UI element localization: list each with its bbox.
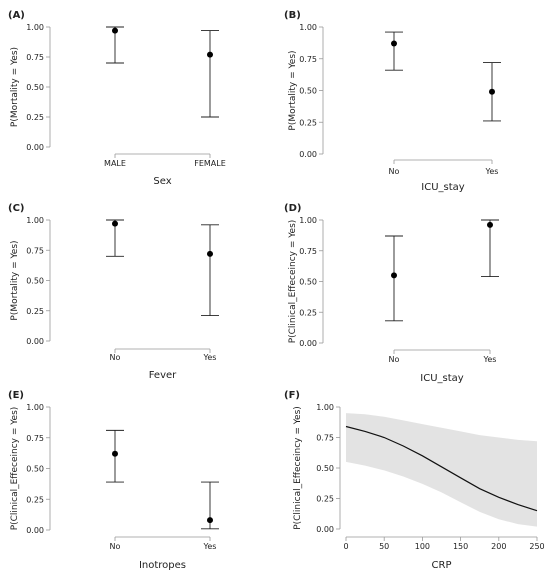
y-tick-label: 0.00 <box>316 525 334 534</box>
data-point <box>391 40 397 47</box>
panel-letter: (D) <box>284 203 301 214</box>
y-tick-label: 0.00 <box>26 337 44 346</box>
y-tick-label: 1.00 <box>26 403 44 412</box>
data-point <box>207 250 213 257</box>
panel-letter: (B) <box>284 10 301 21</box>
x-tick-label: 250 <box>529 542 544 551</box>
y-tick-label: 0.25 <box>26 113 44 122</box>
y-tick-label: 1.00 <box>299 23 317 32</box>
data-point <box>487 221 493 228</box>
y-tick-label: 0.50 <box>316 464 334 473</box>
panel-letter: (A) <box>8 10 25 21</box>
data-point <box>207 517 213 524</box>
fitted-curve <box>345 425 538 512</box>
y-tick-label: 0.75 <box>26 246 44 255</box>
y-tick-label: 0.75 <box>26 434 44 443</box>
y-tick-label: 0.50 <box>26 277 44 286</box>
x-axis-label: ICU_stay <box>421 182 465 193</box>
panel-c: (C) 0.00 0.25 0.50 0.75 1.00 P(Mortality = Yes… <box>8 203 219 381</box>
panel-letter: (C) <box>8 203 24 214</box>
x-axis-label: Fever <box>149 370 177 381</box>
y-tick-label: 1.00 <box>299 216 317 225</box>
x-axis-label: CRP <box>432 560 452 571</box>
y-tick-label: 0.75 <box>26 53 44 62</box>
x-tick-label: Yes <box>203 542 217 551</box>
y-tick-label: 0.75 <box>316 434 334 443</box>
x-tick-label: No <box>389 355 400 364</box>
x-tick-label: 150 <box>453 542 468 551</box>
panel-b: (B) 0.00 0.25 0.50 0.75 1.00 P(Mortality = Yes… <box>284 10 501 193</box>
x-tick-label: 200 <box>491 542 506 551</box>
panel-a: (A) 0.00 0.25 0.50 0.75 1.00 P(Mortality = Yes… <box>8 10 226 187</box>
x-tick-label: No <box>389 167 400 176</box>
y-tick-label: 0.75 <box>299 247 317 256</box>
x-tick-label: No <box>110 542 121 551</box>
data-point <box>112 27 118 34</box>
x-tick-label: No <box>110 353 121 362</box>
x-tick-label: 0 <box>343 542 348 551</box>
data-point <box>112 450 118 457</box>
x-axis-label: Inotropes <box>139 560 186 571</box>
y-axis-label: P(Clinical_Effeceincy = Yes) <box>10 407 20 531</box>
confidence-band <box>346 413 537 527</box>
y-axis-label: P(Clinical_Effeceincy = Yes) <box>293 406 303 530</box>
panel-e: (E) 0.00 0.25 0.50 0.75 1.00 P(Clinical_Effece… <box>8 390 219 571</box>
y-tick-label: 0.25 <box>26 495 44 504</box>
x-tick-label: MALE <box>104 159 126 168</box>
y-tick-label: 1.00 <box>26 23 44 32</box>
y-axis-label: P(Clinical_Effeceincy = Yes) <box>288 220 298 344</box>
y-tick-label: 0.50 <box>26 83 44 92</box>
x-tick-label: Yes <box>203 353 217 362</box>
data-point <box>112 220 118 227</box>
panel-f: (F) 0.00 0.25 0.50 0.75 1.00 P(Clinical_Effece… <box>284 390 545 571</box>
data-point <box>207 51 213 58</box>
panel-letter: (F) <box>284 390 300 401</box>
y-tick-label: 0.00 <box>299 150 317 159</box>
y-tick-label: 1.00 <box>316 403 334 412</box>
x-axis-label: ICU_stay <box>420 373 464 384</box>
data-point <box>489 88 495 95</box>
x-tick-label: Yes <box>483 355 497 364</box>
x-tick-label: FEMALE <box>194 159 226 168</box>
x-tick-label: Yes <box>485 167 499 176</box>
x-axis-label: Sex <box>153 176 171 187</box>
y-tick-label: 0.25 <box>316 495 334 504</box>
y-tick-label: 0.25 <box>299 118 317 127</box>
y-tick-label: 0.50 <box>299 278 317 287</box>
y-tick-label: 1.00 <box>26 216 44 225</box>
y-tick-label: 0.25 <box>299 308 317 317</box>
y-tick-label: 0.50 <box>299 87 317 96</box>
y-tick-label: 0.50 <box>26 465 44 474</box>
y-axis-label: P(Mortality = Yes) <box>10 47 20 127</box>
y-tick-label: 0.00 <box>26 143 44 152</box>
y-tick-label: 0.25 <box>26 307 44 316</box>
panel-d: (D) 0.00 0.25 0.50 0.75 1.00P(Clinical_Effece… <box>284 203 499 384</box>
x-tick-label: 50 <box>379 542 389 551</box>
y-tick-label: 0.75 <box>299 55 317 64</box>
panel-letter: (E) <box>8 390 24 401</box>
y-tick-label: 0.00 <box>299 339 317 348</box>
y-axis-label: P(Mortality = Yes) <box>10 240 20 320</box>
y-axis-label: P(Mortality = Yes) <box>288 50 298 130</box>
y-tick-label: 0.00 <box>26 526 44 535</box>
x-tick-label: 100 <box>415 542 430 551</box>
data-point <box>391 272 397 279</box>
